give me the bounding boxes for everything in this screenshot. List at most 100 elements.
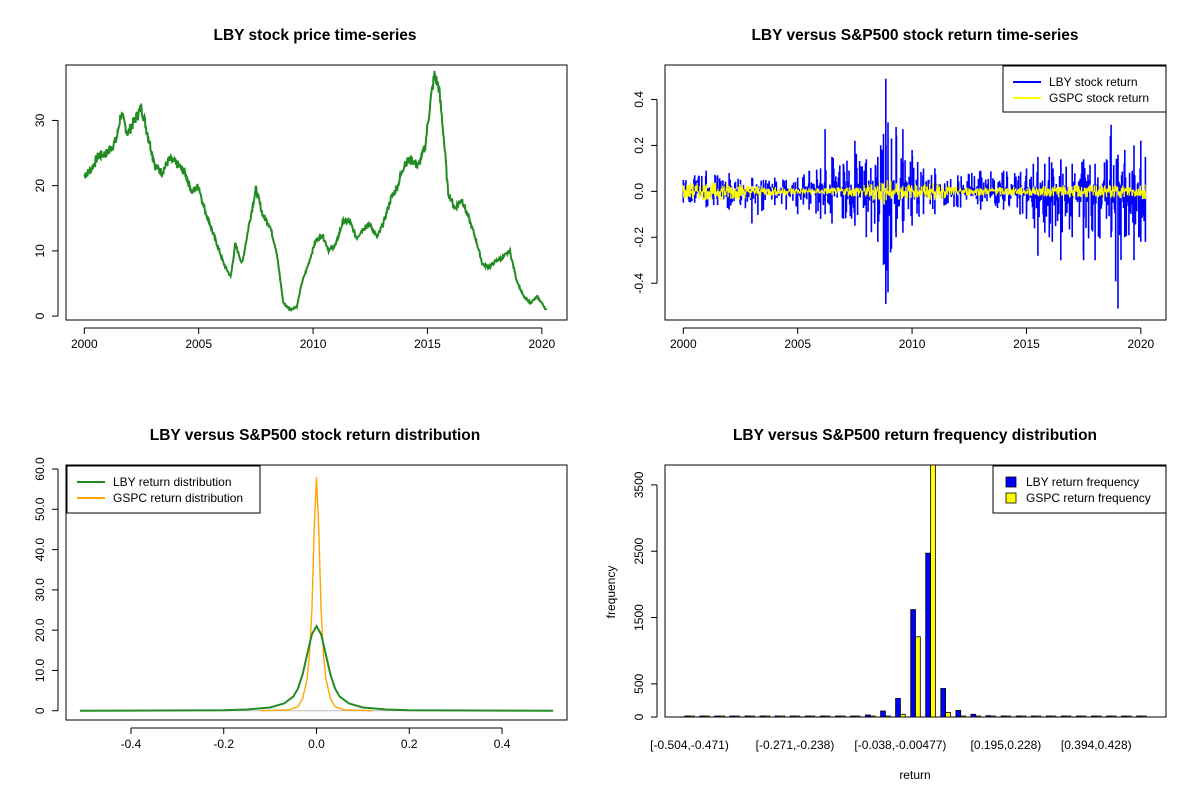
x-tick-label: 2015	[1013, 337, 1040, 351]
gspc-frequency-bar	[689, 715, 695, 718]
lby-frequency-bar	[1030, 715, 1037, 718]
y-axis: 0 500 1500 2500 3500	[632, 471, 658, 720]
lby-frequency-bar	[925, 552, 931, 718]
lby-frequency-bar	[1045, 715, 1052, 718]
frequency-distribution-panel: LBY versus S&P500 return frequency distr…	[604, 427, 1167, 782]
x-axis: -0.4 -0.2 0.0 0.2 0.4	[121, 727, 511, 751]
return-timeseries-panel: LBY versus S&P500 stock return time-seri…	[632, 27, 1167, 351]
y-tick-label: 10	[33, 244, 47, 258]
x-axis: 2000 2005 2010 2015 2020	[670, 327, 1155, 351]
x-tick-label: 2010	[899, 337, 926, 351]
lby-frequency-bar	[1121, 715, 1127, 718]
x-tick-label: [-0.504,-0.471)	[650, 738, 729, 752]
series-group	[684, 464, 1147, 718]
legend-box	[992, 465, 1167, 514]
x-tick-label: 0.2	[401, 737, 418, 751]
gspc-frequency-bar	[975, 715, 981, 718]
y-tick-label: 0	[632, 713, 646, 720]
legend: LBY return frequency GSPC return frequenc…	[992, 465, 1167, 514]
lby-frequency-bar	[789, 715, 796, 718]
gspc-frequency-bar	[854, 715, 861, 718]
gspc-frequency-bar	[945, 712, 951, 718]
x-tick-label: [0.195,0.228)	[971, 738, 1042, 752]
plot-frame	[664, 64, 1167, 321]
lby-frequency-bar	[880, 710, 886, 718]
x-tick-label: [0.394,0.428)	[1061, 738, 1132, 752]
gspc-frequency-bar	[915, 636, 921, 718]
y-axis: 0 10.0 20.0 30.0 40.0 50.0 60.0	[33, 457, 59, 714]
y-tick-label: 1500	[632, 604, 646, 631]
gspc-frequency-bar	[779, 715, 786, 718]
x-tick-label: 2020	[528, 337, 555, 351]
lby-frequency-bar	[1106, 715, 1112, 718]
price-timeseries-panel: LBY stock price time-series 2000 2005 2010…	[33, 27, 568, 351]
gspc-frequency-bar	[764, 715, 771, 718]
y-tick-label: 20.0	[33, 618, 47, 642]
lby-frequency-bar	[804, 715, 811, 718]
gspc-frequency-bar	[719, 715, 725, 718]
legend: LBY stock return GSPC stock return	[1002, 65, 1167, 113]
gspc-frequency-bar	[824, 715, 831, 718]
chart-title: LBY stock price time-series	[213, 27, 416, 44]
lby-frequency-bar	[699, 715, 705, 718]
x-axis-label: return	[899, 768, 930, 782]
y-tick-label: 3500	[632, 471, 646, 498]
y-axis: 0 10 20 30	[33, 113, 59, 319]
y-tick-label: 0.4	[632, 91, 646, 108]
gspc-frequency-bar	[930, 464, 936, 718]
x-tick-label: 0.4	[494, 737, 511, 751]
series-group	[79, 477, 554, 712]
lby-frequency-bar	[1015, 715, 1022, 718]
lby-frequency-bar	[955, 710, 962, 718]
y-tick-label: 20	[33, 179, 47, 193]
y-tick-label: 40.0	[33, 538, 47, 562]
x-tick-label: [-0.038,-0.00477)	[854, 738, 946, 752]
y-tick-label: 500	[632, 674, 646, 694]
lby-frequency-bar	[729, 715, 736, 718]
lby-frequency-bar	[1000, 715, 1007, 718]
price-series-line	[83, 70, 548, 313]
y-tick-label: -0.4	[632, 273, 646, 294]
y-axis: -0.4 -0.2 0.0 0.2 0.4	[632, 91, 658, 294]
x-tick-label: 2010	[300, 337, 327, 351]
gspc-frequency-bar	[1020, 715, 1027, 718]
lby-frequency-bar	[714, 715, 720, 718]
y-tick-label: 0	[33, 312, 47, 319]
y-tick-label: -0.2	[632, 227, 646, 248]
y-tick-label: 30.0	[33, 578, 47, 602]
chart-title: LBY versus S&P500 stock return distribut…	[150, 427, 480, 444]
lby-frequency-bar	[684, 715, 690, 718]
lby-frequency-bar	[940, 688, 946, 718]
y-tick-label: 10.0	[33, 658, 47, 682]
legend-label: LBY return frequency	[1026, 475, 1139, 489]
gspc-frequency-bar	[794, 715, 801, 718]
x-tick-label: 2005	[784, 337, 811, 351]
x-tick-label: 2020	[1127, 337, 1154, 351]
legend: LBY return distribution GSPC return distr…	[66, 465, 261, 514]
lby-frequency-bar	[1076, 715, 1082, 718]
x-tick-label: 2015	[414, 337, 441, 351]
lby-frequency-bar	[910, 609, 916, 718]
lby-frequency-bar	[835, 715, 841, 718]
y-tick-label: 2500	[632, 538, 646, 565]
legend-swatch	[1005, 492, 1017, 504]
y-tick-label: 0.2	[632, 137, 646, 154]
lby-frequency-bar	[1060, 715, 1067, 718]
x-axis: 2000 2005 2010 2015 2020	[71, 327, 556, 351]
x-tick-label: 2000	[71, 337, 98, 351]
x-tick-label: [-0.271,-0.238)	[756, 738, 835, 752]
gspc-frequency-bar	[1095, 715, 1102, 718]
lby-frequency-bar	[774, 715, 781, 718]
gspc-density-line	[260, 477, 373, 712]
y-tick-label: 0.0	[632, 183, 646, 200]
legend-box	[1002, 65, 1167, 113]
gspc-frequency-bar	[749, 715, 755, 718]
gspc-frequency-bar	[1065, 715, 1072, 718]
legend-label: LBY return distribution	[113, 475, 232, 489]
gspc-frequency-bar	[990, 715, 996, 718]
gspc-frequency-bar	[869, 715, 876, 718]
gspc-frequency-bar	[885, 715, 891, 718]
lby-frequency-bar	[970, 713, 977, 718]
plot-frame	[65, 64, 568, 321]
x-axis: [-0.504,-0.471) [-0.271,-0.238) [-0.038,-0…	[650, 738, 1132, 752]
